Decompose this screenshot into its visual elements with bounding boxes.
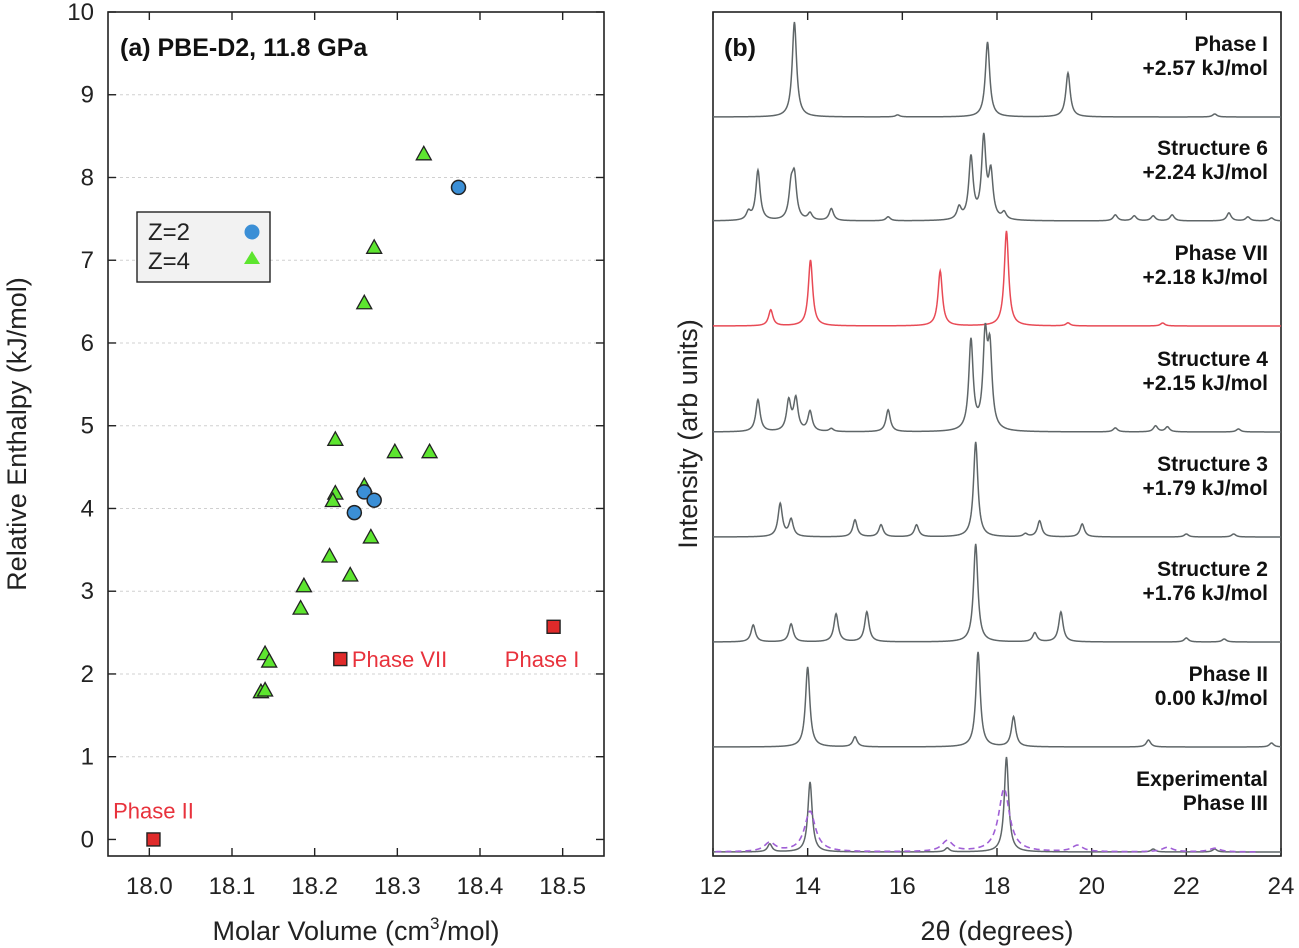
trace-name-label: Structure 2 bbox=[1157, 558, 1268, 581]
data-points-a bbox=[146, 144, 561, 847]
z2-point bbox=[450, 179, 467, 196]
legend-label-z4: Z=4 bbox=[148, 248, 190, 275]
trace-energy-label: +2.15 kJ/mol bbox=[1143, 372, 1269, 395]
trace-name-label: Structure 6 bbox=[1157, 137, 1268, 160]
y-tick-label: 5 bbox=[81, 413, 94, 440]
z4-point bbox=[355, 293, 373, 310]
x-tick-label: 16 bbox=[889, 873, 916, 900]
legend: Z=2 Z=4 bbox=[136, 211, 271, 283]
z4-point bbox=[386, 442, 404, 459]
diffraction-trace bbox=[712, 230, 1281, 327]
diffraction-trace bbox=[713, 756, 1281, 853]
trace-energy-label: Phase III bbox=[1183, 792, 1268, 815]
diffraction-traces bbox=[712, 21, 1282, 853]
x-tick-label: 22 bbox=[1173, 873, 1200, 900]
diffraction-trace bbox=[712, 543, 1281, 643]
x-tick-label: 24 bbox=[1268, 873, 1295, 900]
diffraction-trace bbox=[713, 132, 1282, 222]
z2-point bbox=[346, 504, 363, 521]
z2-point bbox=[366, 492, 382, 508]
z4-point bbox=[324, 491, 342, 508]
axis-ticks-b: 12 14 16 18 20 22 24 bbox=[700, 12, 1295, 900]
x-tick-label: 18.1 bbox=[209, 873, 256, 900]
panel-a-title: (a) PBE-D2, 11.8 GPa bbox=[120, 34, 368, 62]
z4-point bbox=[292, 599, 310, 615]
z4-point bbox=[365, 238, 383, 254]
z2-point bbox=[356, 484, 373, 500]
y-axis-title-a: Relative Enthalpy (kJ/mol) bbox=[2, 277, 32, 591]
z4-point bbox=[362, 528, 380, 544]
trace-energy-label: 0.00 kJ/mol bbox=[1155, 687, 1268, 710]
phase-point bbox=[146, 832, 161, 847]
z4-point bbox=[295, 576, 313, 593]
y-tick-label: 8 bbox=[81, 164, 94, 191]
y-tick-label: 9 bbox=[81, 82, 94, 109]
trace-labels: Phase I+2.57 kJ/mol Structure 6+2.24 kJ/m… bbox=[1136, 33, 1268, 815]
y-tick-label: 0 bbox=[81, 826, 94, 853]
trace-energy-label: +2.24 kJ/mol bbox=[1143, 161, 1269, 184]
legend-box bbox=[136, 211, 271, 283]
trace-name-label: Structure 3 bbox=[1157, 453, 1268, 476]
trace-energy-label: +2.57 kJ/mol bbox=[1143, 57, 1269, 80]
trace-energy-label: +1.79 kJ/mol bbox=[1143, 477, 1269, 500]
trace-energy-label: +1.76 kJ/mol bbox=[1143, 582, 1269, 605]
diffraction-trace bbox=[713, 21, 1281, 118]
x-axis-title-a: Molar Volume (cm3/mol) bbox=[212, 914, 499, 946]
phase-annotation: Phase II bbox=[113, 798, 194, 823]
plot-frame-a bbox=[107, 11, 605, 857]
trace-name-label: Phase VII bbox=[1175, 242, 1268, 265]
x-tick-label: 18.0 bbox=[126, 873, 173, 900]
y-tick-label: 3 bbox=[81, 578, 94, 605]
z4-point bbox=[320, 547, 339, 563]
x-tick-label: 18.2 bbox=[291, 873, 338, 900]
phase-point bbox=[333, 651, 348, 667]
diffraction-trace bbox=[713, 322, 1281, 433]
x-tick-label: 14 bbox=[794, 873, 821, 900]
trace-name-label: Experimental bbox=[1136, 768, 1268, 791]
panel-b-title: (b) bbox=[724, 34, 756, 62]
y-tick-label: 6 bbox=[81, 330, 94, 357]
experimental-trace bbox=[715, 787, 1260, 853]
x-tick-label: 18.4 bbox=[457, 873, 504, 900]
diffraction-pattern-chart: 12 14 16 18 20 22 24 Phase I+2.57 kJ/mol Struct… bbox=[673, 11, 1295, 946]
y-tick-label: 1 bbox=[81, 744, 94, 771]
diffraction-trace bbox=[713, 651, 1282, 748]
y-tick-label: 7 bbox=[81, 247, 94, 274]
z4-point bbox=[256, 681, 274, 697]
z4-point bbox=[420, 442, 439, 459]
x-tick-label: 20 bbox=[1078, 873, 1105, 900]
trace-energy-label: +2.18 kJ/mol bbox=[1143, 266, 1269, 289]
phase-annotation: Phase VII bbox=[352, 647, 447, 672]
legend-label-z2: Z=2 bbox=[148, 219, 190, 246]
legend-marker-z2 bbox=[244, 224, 260, 240]
diffraction-trace bbox=[713, 441, 1281, 538]
x-tick-label: 12 bbox=[700, 873, 727, 900]
y-axis-title-b: Intensity (arb units) bbox=[673, 319, 703, 549]
x-tick-label: 18.5 bbox=[539, 873, 586, 900]
y-tick-label: 2 bbox=[81, 661, 94, 688]
phase-annotation: Phase I bbox=[505, 647, 580, 672]
trace-name-label: Structure 4 bbox=[1157, 348, 1268, 371]
z4-point bbox=[415, 144, 433, 161]
x-tick-label: 18.3 bbox=[374, 873, 421, 900]
y-tick-label: 4 bbox=[81, 495, 94, 522]
axis-ticks-a: 0 1 2 3 4 5 6 7 8 9 10 18.0 18.1 18.2 18.3 18.4 18.5 bbox=[67, 0, 604, 900]
phase-annotations: Phase II Phase VII Phase I bbox=[113, 647, 579, 823]
z4-point bbox=[260, 652, 278, 668]
y-tick-label: 10 bbox=[67, 0, 94, 26]
x-tick-label: 18 bbox=[984, 873, 1011, 900]
trace-name-label: Phase II bbox=[1189, 663, 1268, 686]
legend-marker-z4 bbox=[244, 251, 260, 264]
z4-point bbox=[341, 566, 359, 582]
trace-name-label: Phase I bbox=[1194, 33, 1268, 56]
x-axis-title-b: 2θ (degrees) bbox=[920, 916, 1073, 946]
enthalpy-volume-chart: 0 1 2 3 4 5 6 7 8 9 10 18.0 18.1 18.2 18.3 18.4 18.5 Pha… bbox=[2, 0, 605, 946]
phase-point bbox=[546, 619, 561, 634]
z4-point bbox=[326, 430, 344, 446]
